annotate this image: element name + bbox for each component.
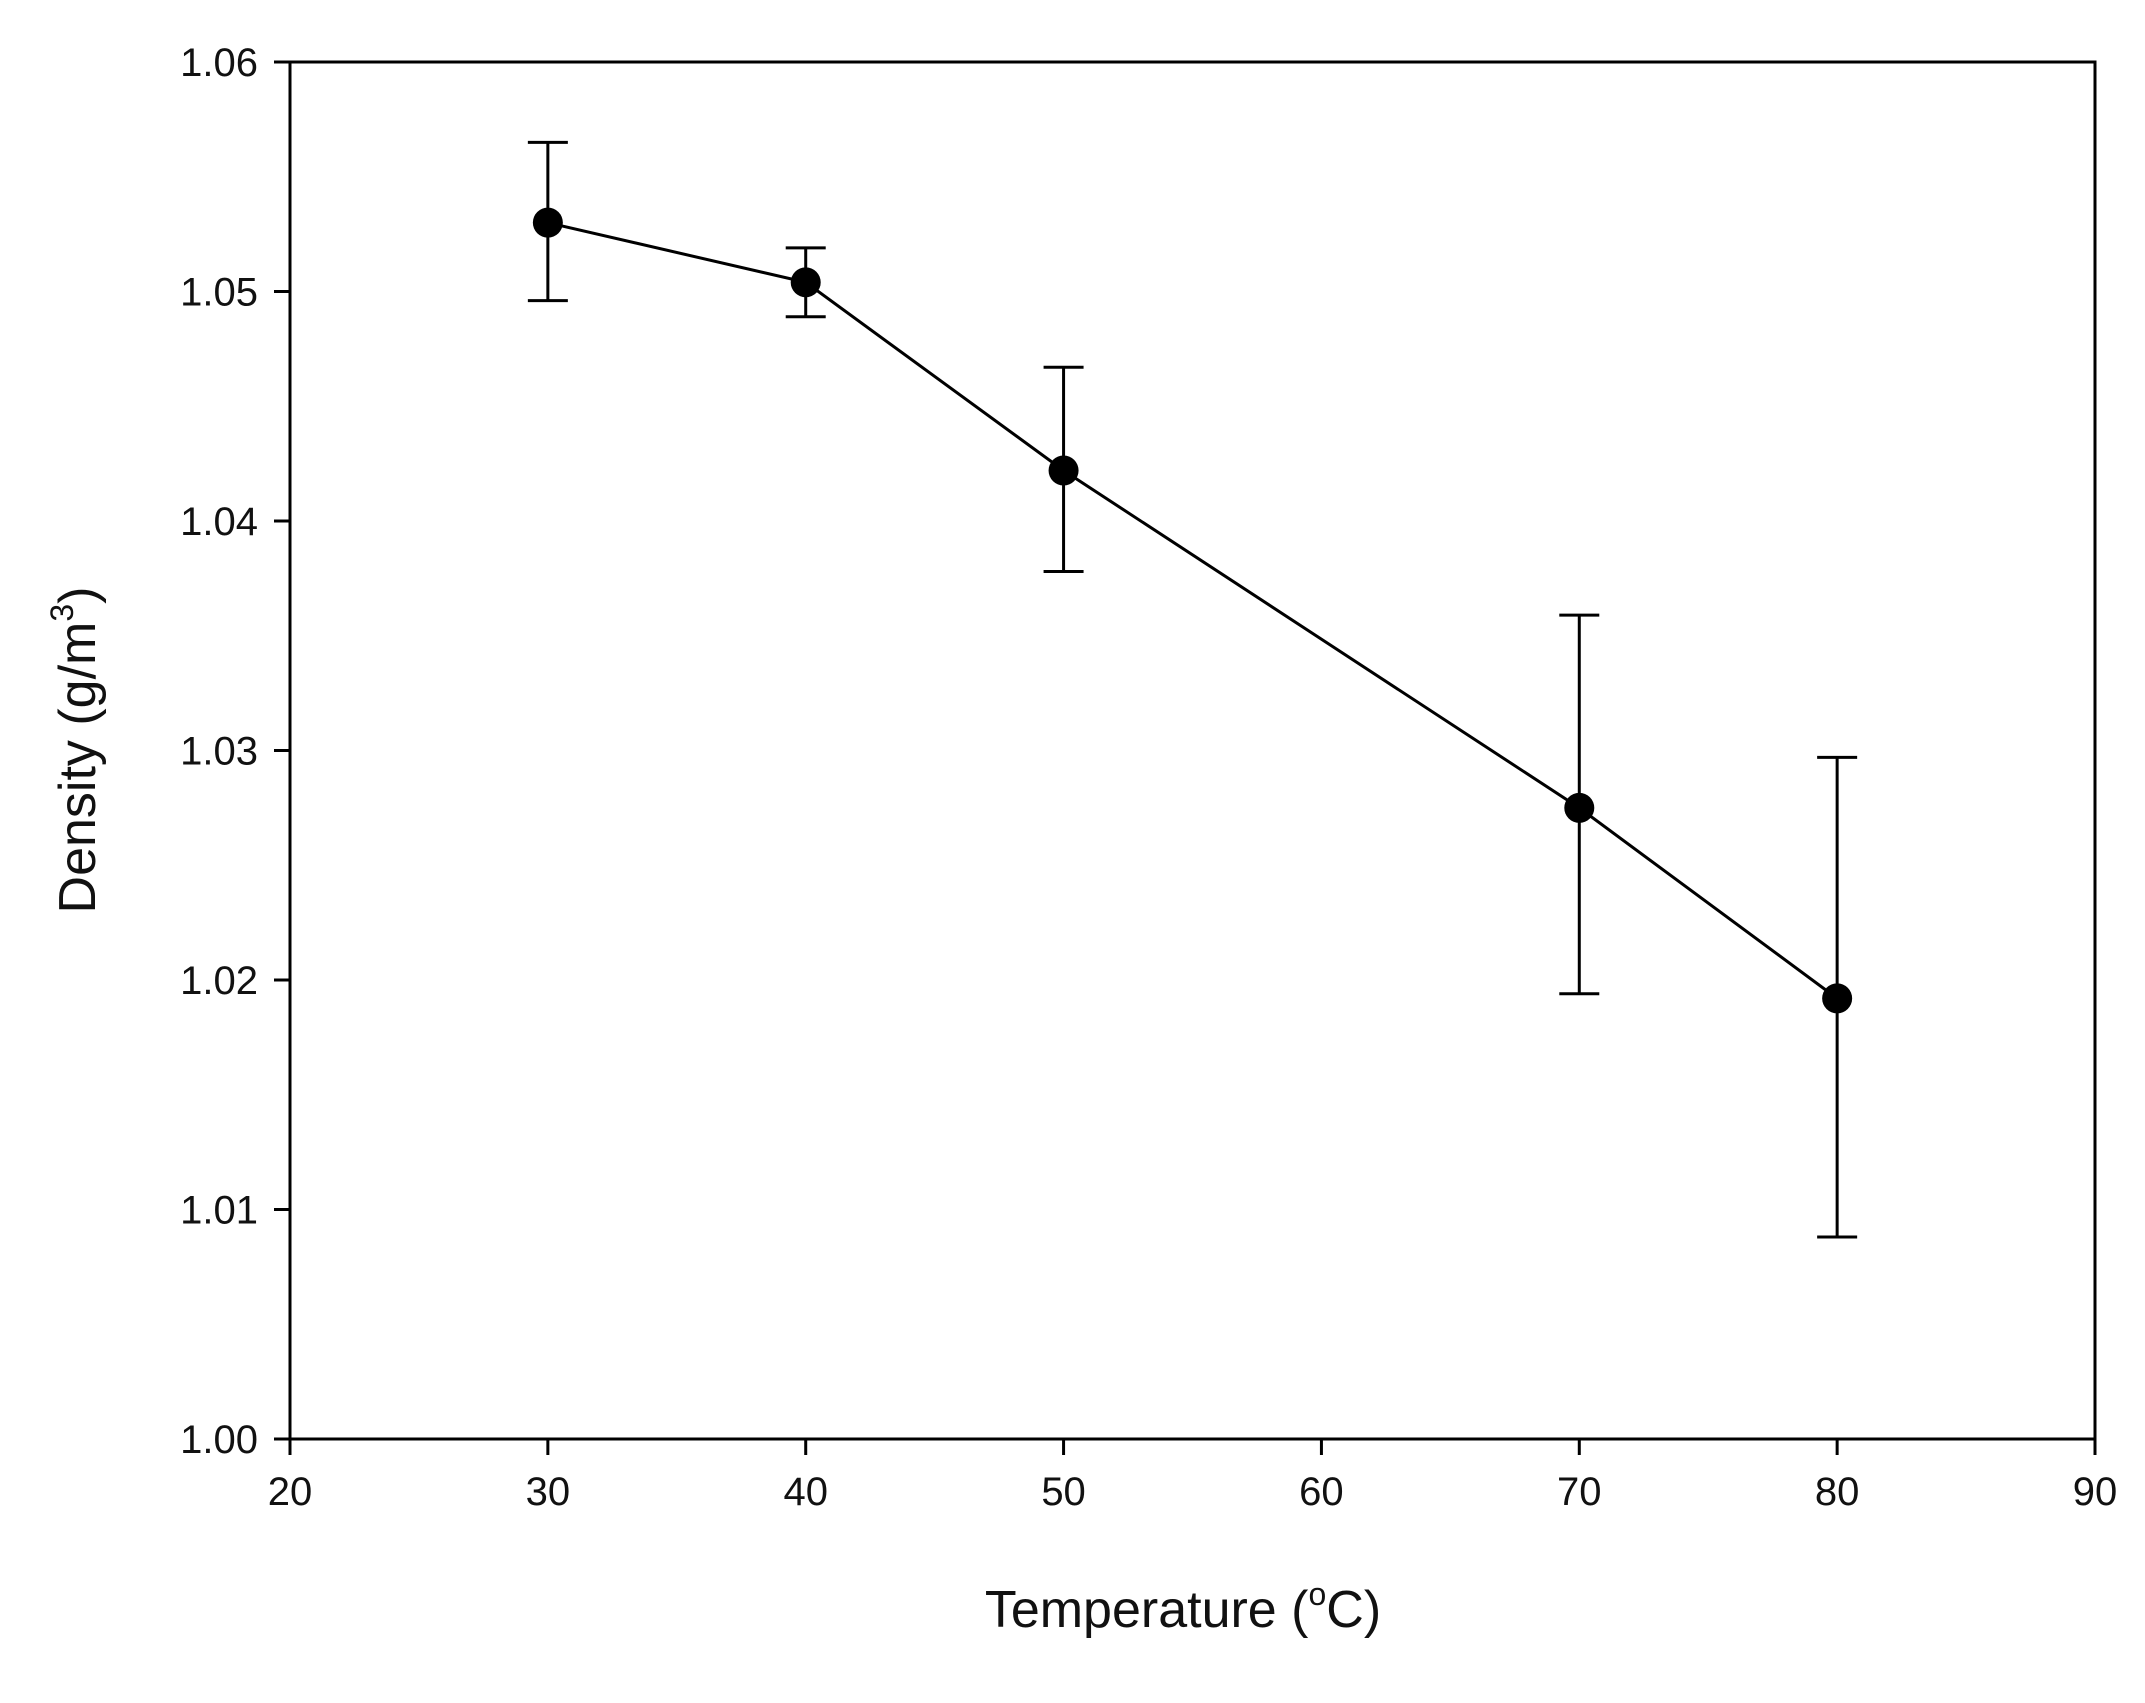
y-tick-label: 1.02	[180, 959, 258, 1003]
error-bars	[527, 140, 1858, 1239]
y-axis-ticks	[274, 60, 290, 1441]
y-axis-tick-labels: 1.00 1.01 1.02 1.03 1.04 1.05 1.06	[180, 41, 258, 1462]
y-axis-title: Density (g/m3)	[44, 587, 107, 914]
x-tick-label: 90	[2073, 1470, 2118, 1514]
plot-frame	[288, 60, 2097, 1441]
x-tick-label: 40	[783, 1470, 828, 1514]
x-tick-label: 70	[1557, 1470, 1602, 1514]
series-line-group	[547, 221, 1839, 1000]
data-point-70	[1564, 792, 1595, 823]
y-tick-label: 1.03	[180, 730, 258, 774]
x-tick-label: 30	[526, 1470, 571, 1514]
y-tick-label: 1.01	[180, 1189, 258, 1233]
y-tick-label: 1.05	[180, 271, 258, 315]
x-axis-tick-labels: 20 30 40 50 60 70 80 90	[268, 1470, 2118, 1514]
x-tick-label: 20	[268, 1470, 313, 1514]
series-line	[547, 221, 1839, 1000]
data-point-80	[1822, 983, 1853, 1014]
data-point-50	[1048, 455, 1079, 486]
x-tick-label: 50	[1041, 1470, 1086, 1514]
x-tick-label: 60	[1299, 1470, 1344, 1514]
y-tick-label: 1.06	[180, 41, 258, 85]
data-point-40	[790, 267, 821, 298]
x-axis-title: Temperature (oC)	[985, 1576, 1381, 1639]
data-markers	[532, 207, 1853, 1014]
y-tick-label: 1.00	[180, 1418, 258, 1462]
data-point-30	[532, 207, 563, 238]
x-tick-label: 80	[1815, 1470, 1860, 1514]
x-axis-ticks	[288, 1439, 2097, 1455]
y-tick-label: 1.04	[180, 500, 258, 544]
